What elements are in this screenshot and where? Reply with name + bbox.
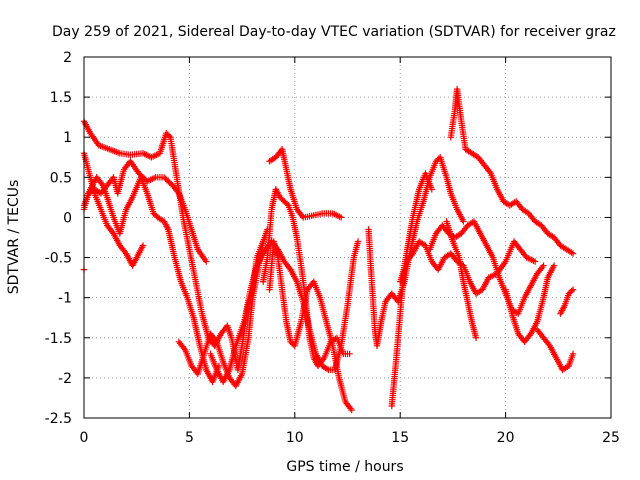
plot-frame	[83, 56, 612, 419]
x-tick-label: 20	[497, 430, 515, 446]
series-track-14	[426, 218, 547, 317]
axis-ticks: 0 5 10 15 20 25 -2.5 -2 -1.5 -1 -0.5 0 0.5 1 1.5 2	[45, 50, 620, 446]
series-track-7	[266, 146, 345, 221]
y-tick-label: 1.5	[50, 90, 72, 106]
data-point-marker	[531, 258, 539, 265]
data-point-marker	[348, 406, 355, 414]
y-tick-label: 2	[63, 50, 72, 66]
series-track-13	[397, 238, 539, 297]
data-point-marker	[540, 262, 547, 269]
y-tick-label: -0.5	[45, 251, 72, 267]
data-point-marker	[460, 218, 467, 225]
data-point-marker	[550, 262, 558, 269]
data-point-marker	[203, 258, 210, 265]
series-track-4	[80, 174, 223, 386]
data-point-marker	[165, 132, 173, 140]
y-axis-label: SDTVAR / TECUs	[6, 180, 22, 295]
data-point-marker	[568, 287, 575, 295]
series-track-18	[557, 286, 577, 317]
x-tick-label: 0	[80, 430, 89, 446]
series-track-12	[447, 85, 577, 257]
series-track-9	[266, 238, 355, 414]
y-tick-label: -2.5	[45, 411, 72, 427]
x-tick-label: 25	[602, 430, 620, 446]
series-track-1	[80, 117, 271, 374]
x-axis-label: GPS time / hours	[286, 459, 403, 475]
x-tick-label: 15	[391, 430, 409, 446]
data-point-marker	[569, 286, 577, 293]
data-point-marker	[569, 250, 577, 257]
data-point-marker	[283, 200, 291, 208]
series-track-2	[80, 150, 147, 269]
chart-title: Day 259 of 2021, Sidereal Day-to-day VTE…	[52, 24, 616, 40]
data-point-marker	[428, 186, 436, 193]
y-tick-label: -1.5	[45, 331, 72, 347]
series-track-8	[259, 186, 353, 370]
data-point-marker	[346, 350, 353, 358]
series-track-17	[534, 326, 577, 374]
y-tick-label: -1	[58, 291, 72, 307]
data-point-marker	[139, 242, 147, 249]
y-tick-label: 0.5	[50, 170, 72, 186]
data-point-marker	[337, 214, 345, 221]
series-track-15	[502, 262, 558, 345]
x-tick-label: 10	[286, 430, 304, 446]
series-track-11	[388, 170, 436, 410]
data-point-marker	[472, 334, 480, 341]
data-point-marker	[354, 238, 362, 245]
grid-lines	[84, 57, 611, 418]
data-series	[80, 85, 577, 414]
y-tick-label: -2	[58, 371, 72, 387]
y-tick-label: 0	[63, 210, 72, 226]
x-tick-label: 5	[185, 430, 194, 446]
series-track-16	[443, 218, 480, 341]
data-point-marker	[569, 350, 577, 358]
y-tick-label: 1	[63, 130, 72, 146]
data-point-marker	[259, 238, 267, 245]
